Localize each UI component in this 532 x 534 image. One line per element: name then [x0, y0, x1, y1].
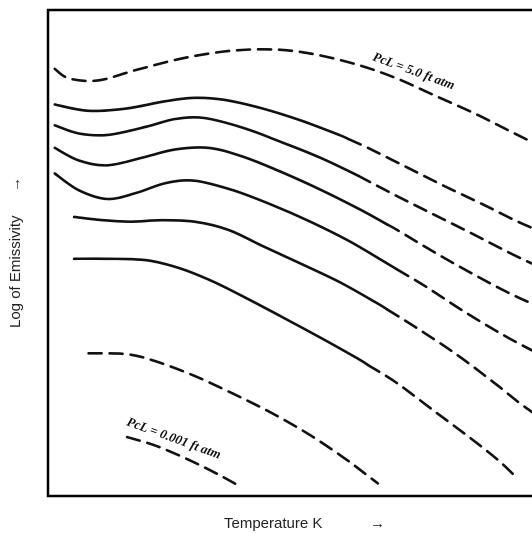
- curve-9-dashed: [125, 435, 240, 487]
- curve-3-solid: [53, 116, 360, 178]
- curve-1-dashed: [53, 47, 532, 144]
- curve-4-dashed: [386, 223, 532, 305]
- curve-2-solid: [53, 96, 351, 141]
- curve-4-solid: [53, 146, 389, 226]
- curve-5-solid: [53, 172, 399, 271]
- x-axis-label-group: Temperature K →: [224, 515, 385, 532]
- curve-3-dashed: [357, 174, 532, 265]
- curve-6-solid: [72, 215, 389, 311]
- y-axis-label-group: Log of Emissivity →: [7, 177, 24, 328]
- curve-7-solid: [72, 257, 370, 367]
- plot-frame: [46, 8, 532, 498]
- x-axis-label: Temperature K: [224, 515, 322, 532]
- y-axis-label: Log of Emissivity: [7, 215, 24, 328]
- curve-2-dashed: [347, 137, 532, 230]
- x-axis-arrow-icon: →: [370, 515, 385, 532]
- curve-8-dashed: [87, 351, 380, 485]
- curve-group: [53, 47, 532, 487]
- curve-6-dashed: [386, 308, 532, 414]
- curve-7-dashed: [366, 363, 514, 476]
- curve-5-dashed: [395, 268, 532, 352]
- y-axis-arrow-icon: →: [7, 177, 24, 192]
